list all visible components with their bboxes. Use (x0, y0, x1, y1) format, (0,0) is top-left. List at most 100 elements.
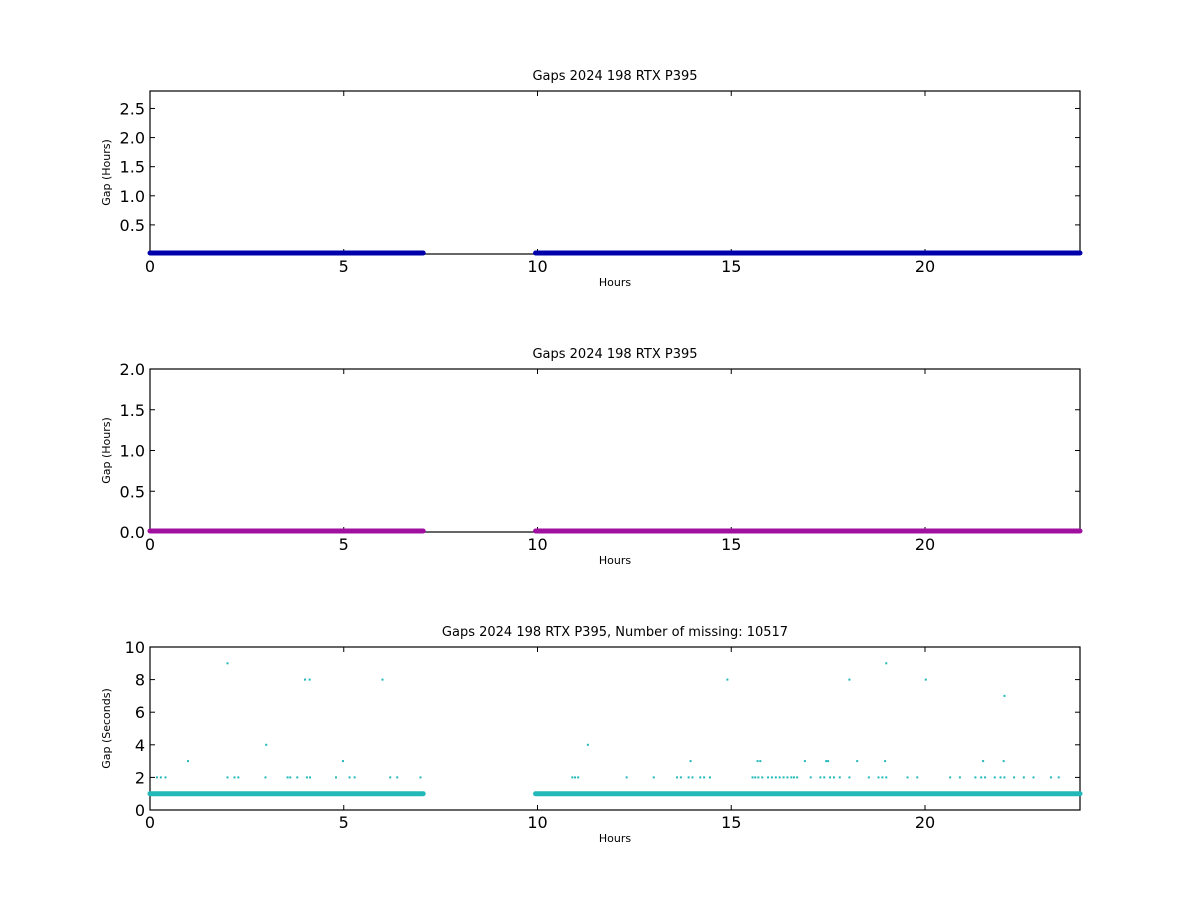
data-point (159, 776, 162, 779)
data-point (885, 776, 888, 779)
data-series (147, 662, 1083, 797)
data-point (652, 776, 655, 779)
chart-title: Gaps 2024 198 RTX P395 (532, 347, 697, 362)
data-point (348, 776, 351, 779)
data-point (186, 760, 189, 763)
y-tick-label: 6 (135, 703, 145, 722)
data-point (848, 776, 851, 779)
x-tick-label: 0 (145, 257, 155, 276)
data-point (885, 662, 888, 665)
y-tick-label: 0.0 (120, 523, 145, 542)
data-point (803, 760, 806, 763)
data-point (264, 776, 267, 779)
data-point (827, 760, 830, 763)
x-axis-label: Hours (599, 276, 631, 289)
data-point (1022, 776, 1025, 779)
x-tick-label: 20 (915, 535, 935, 554)
data-point (1013, 776, 1016, 779)
y-axis-label: Gap (Hours) (100, 139, 113, 206)
data-point (353, 776, 356, 779)
y-tick-label: 2.5 (120, 99, 145, 118)
data-point (1032, 776, 1035, 779)
chart-1: Gaps 2024 198 RTX P395 0 5 10 15 20 0.5 1.0 1.5 2… (100, 69, 1083, 289)
data-point (265, 743, 268, 746)
data-point (1049, 776, 1052, 779)
plot-area (149, 90, 1081, 255)
chart-2: Gaps 2024 198 RTX P395 0 5 10 15 20 0.0 0.5 1.0 1… (100, 347, 1083, 567)
data-point (419, 776, 422, 779)
y-tick-label: 2.0 (120, 129, 145, 148)
x-axis-label: Hours (599, 554, 631, 567)
data-point (574, 776, 577, 779)
data-point (759, 760, 762, 763)
y-tick-label: 2.0 (120, 360, 145, 379)
data-point (782, 776, 785, 779)
y-tick-label: 4 (135, 736, 145, 755)
data-point (949, 776, 952, 779)
data-point (881, 776, 884, 779)
data-point (304, 678, 306, 681)
x-tick-label: 10 (527, 257, 547, 276)
data-point (819, 776, 822, 779)
x-tick-label: 20 (915, 813, 935, 832)
data-point (906, 776, 909, 779)
data-point (924, 678, 927, 681)
x-tick-label: 10 (527, 535, 547, 554)
data-point (226, 662, 229, 665)
y-tick-label: 0.5 (120, 216, 145, 235)
y-tick-label: 0 (135, 801, 145, 820)
data-point (916, 776, 919, 779)
data-point (691, 776, 694, 779)
data-point (790, 776, 793, 779)
data-point (164, 776, 167, 779)
data-point (751, 776, 754, 779)
y-axis-label: Gap (Seconds) (100, 688, 113, 769)
y-tick-label: 8 (135, 671, 145, 690)
x-tick-label: 15 (721, 257, 741, 276)
data-point (237, 776, 240, 779)
data-point (341, 760, 344, 763)
data-point (867, 776, 870, 779)
data-point (974, 776, 977, 779)
data-point (756, 760, 759, 763)
data-point (761, 776, 764, 779)
x-axis-label: Hours (599, 832, 631, 845)
data-point (1003, 776, 1006, 779)
data-point (687, 776, 690, 779)
data-point (823, 776, 826, 779)
chart-3: Gaps 2024 198 RTX P395, Number of missin… (100, 625, 1083, 845)
x-tick-label: 20 (915, 257, 935, 276)
data-point (233, 776, 236, 779)
data-point (1057, 776, 1060, 779)
data-point (848, 678, 851, 681)
y-tick-label: 10 (125, 638, 145, 657)
data-point (993, 776, 996, 779)
data-point (982, 760, 985, 763)
data-point (703, 776, 706, 779)
data-point (155, 776, 158, 779)
data-point (226, 776, 229, 779)
data-point (984, 776, 987, 779)
y-tick-label: 1.5 (120, 158, 145, 177)
data-point (1003, 694, 1006, 697)
data-point (1002, 760, 1005, 763)
y-tick-label: 2 (135, 768, 145, 787)
data-point (767, 776, 770, 779)
x-tick-label: 15 (721, 813, 741, 832)
data-point (774, 776, 777, 779)
data-point (770, 776, 773, 779)
x-tick-label: 15 (721, 535, 741, 554)
data-point (856, 760, 859, 763)
data-point (309, 776, 312, 779)
data-point (832, 776, 835, 779)
data-point (829, 776, 832, 779)
data-point (308, 678, 311, 681)
data-point (689, 760, 692, 763)
x-tick-label: 0 (145, 535, 155, 554)
data-point (389, 776, 392, 779)
plot-area (149, 646, 1081, 811)
data-point (754, 776, 757, 779)
data-point (571, 776, 574, 779)
data-point (289, 776, 292, 779)
data-point (786, 776, 789, 779)
